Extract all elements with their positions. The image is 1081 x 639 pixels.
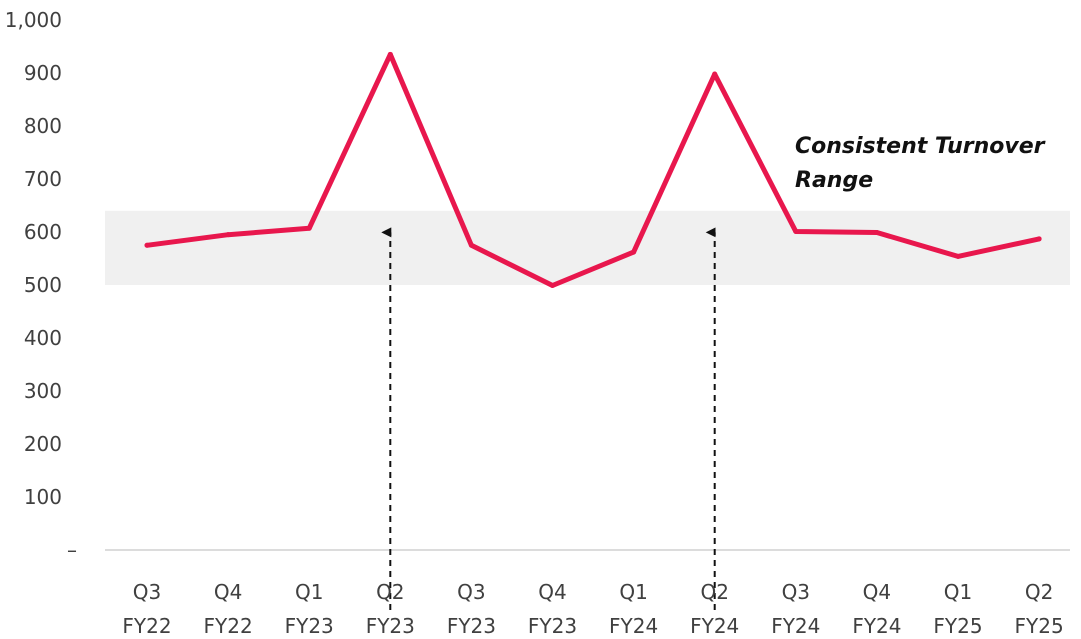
data-point-5 [468,242,474,248]
x-tick-label-quarter: Q2 [376,580,404,604]
y-tick-label: 600 [24,220,62,244]
data-point-1 [144,242,150,248]
x-tick-label-quarter: Q4 [863,580,891,604]
x-tick-label-fiscal-year: FY24 [609,614,658,638]
x-tick-label-fiscal-year: FY23 [528,614,577,638]
data-point-8 [712,71,718,77]
y-tick-label: 500 [24,273,62,297]
y-tick-label: – [67,538,77,562]
data-point-11 [955,253,961,259]
data-point-10 [874,230,880,236]
x-tick-label-fiscal-year: FY22 [204,614,253,638]
x-tick-label-quarter: Q3 [133,580,161,604]
x-tick-label-fiscal-year: FY23 [447,614,496,638]
annotation-layer: Consistent Turnover Range [795,134,1046,193]
x-tick-label-quarter: Q2 [700,580,728,604]
y-tick-label: 400 [24,326,62,350]
x-tick-label-fiscal-year: FY25 [1015,614,1064,638]
x-tick-label-quarter: Q1 [619,580,647,604]
x-tick-label-quarter: Q1 [944,580,972,604]
y-tick-label: 1,000 [5,8,62,32]
y-tick-label: 200 [24,432,62,456]
y-tick-label: 900 [24,61,62,85]
series-layer [144,51,1042,289]
x-tick-label-quarter: Q3 [782,580,810,604]
y-tick-label: 700 [24,167,62,191]
y-tick-label: 300 [24,379,62,403]
x-tick-label-quarter: Q3 [457,580,485,604]
tick-label-layer: – 100 200 300 400 500 600 700 800 900 1,000 Q3 FY22 Q… [5,8,1064,638]
range-annotation: Consistent Turnover Range [795,134,1046,193]
x-tick-label-fiscal-year: FY23 [285,614,334,638]
turnover-series-line [144,51,1042,288]
x-tick-label-fiscal-year: FY25 [933,614,982,638]
x-tick-label-fiscal-year: FY24 [852,614,901,638]
x-tick-label-fiscal-year: FY23 [366,614,415,638]
data-point-12 [1036,236,1042,242]
data-point-6 [550,283,555,289]
x-tick-label-quarter: Q2 [1025,580,1053,604]
range-annotation-line: Consistent Turnover [795,134,1046,159]
data-point-7 [631,249,637,255]
y-tick-label: 100 [24,485,62,509]
range-annotation-line: Range [795,168,873,193]
x-tick-label-quarter: Q1 [295,580,323,604]
data-point-2 [225,232,231,238]
data-point-3 [306,225,312,231]
data-point-4 [387,51,393,57]
x-tick-label-fiscal-year: FY24 [771,614,820,638]
x-tick-label-quarter: Q4 [214,580,242,604]
x-tick-label-fiscal-year: FY22 [122,614,171,638]
data-point-9 [793,228,799,234]
y-tick-label: 800 [24,114,62,138]
x-tick-label-quarter: Q4 [538,580,566,604]
x-tick-label-fiscal-year: FY24 [690,614,739,638]
arrow-layer [381,227,716,610]
